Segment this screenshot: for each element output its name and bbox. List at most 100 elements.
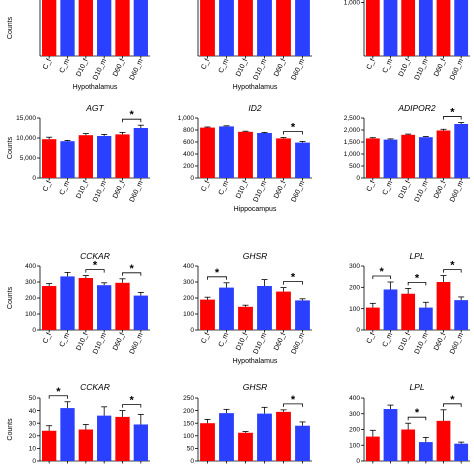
- significance-bracket: [48, 395, 68, 399]
- bar-D60_m: [454, 300, 469, 330]
- x-category-label: D10_f: [235, 180, 249, 200]
- significance-star: *: [415, 407, 420, 419]
- y-tick-label: 300: [25, 279, 36, 286]
- y-tick-label: 200: [183, 408, 194, 415]
- bar-C_f: [365, 138, 380, 178]
- y-tick-label: 30: [29, 420, 37, 427]
- bar-D10_m: [97, 285, 112, 330]
- bar-D10_f: [401, 134, 416, 178]
- y-tick-label: 0: [190, 327, 194, 334]
- x-category-label: C_m: [59, 332, 72, 349]
- y-tick-label: 50: [29, 395, 37, 402]
- x-category-label: D10_f: [398, 332, 412, 352]
- significance-bracket: [407, 282, 427, 286]
- bar-C_m: [60, 276, 75, 330]
- significance-bracket: [372, 275, 391, 279]
- bar-D10_m: [257, 0, 272, 56]
- bar-C_m: [60, 408, 75, 461]
- y-tick-label: 300: [349, 263, 360, 270]
- x-category-label: C_f: [42, 332, 53, 345]
- y-axis-label: Counts: [7, 418, 14, 441]
- x-category-label: D10_m: [92, 180, 108, 204]
- bar-C_f: [365, 307, 380, 330]
- significance-star: *: [130, 263, 135, 275]
- bar-D10_m: [257, 413, 272, 461]
- significance-bracket: [122, 118, 142, 123]
- y-tick-label: 1,000: [178, 115, 195, 122]
- x-category-label: D60_m: [449, 58, 465, 82]
- significance-bracket: [283, 131, 303, 135]
- bar-chart-panel: 0 5,000 10,000 15,000 C_f C_m D10_f D10_m D60_f D…: [7, 103, 150, 203]
- significance-bracket: [283, 281, 303, 285]
- significance-star: *: [415, 272, 420, 284]
- bar-C_m: [219, 413, 234, 461]
- y-tick-label: 5,000: [20, 155, 37, 162]
- bar-D10_f: [78, 0, 93, 57]
- significance-star: *: [215, 267, 220, 279]
- x-category-label: C_f: [42, 180, 53, 193]
- bar-C_f: [200, 127, 215, 178]
- y-tick-label: 400: [183, 263, 194, 270]
- y-tick-label: 10: [29, 446, 37, 453]
- y-tick-label: 2,000: [344, 127, 361, 134]
- significance-star: *: [450, 394, 455, 406]
- x-axis-label: Hippocampus: [234, 206, 277, 213]
- significance-star: *: [291, 122, 296, 134]
- y-tick-label: 1,000: [344, 0, 361, 7]
- gene-title: ADIPOR2: [397, 103, 436, 113]
- x-category-label: C_f: [366, 58, 377, 71]
- significance-bracket: [407, 416, 427, 421]
- bar-D10_f: [401, 0, 416, 57]
- bar-D60_m: [454, 124, 469, 178]
- x-category-label: D60_m: [129, 180, 145, 204]
- x-category-label: D60_m: [129, 332, 145, 356]
- bar-D60_f: [276, 291, 291, 330]
- x-category-label: D10_f: [75, 332, 89, 352]
- significance-bracket: [122, 272, 142, 276]
- x-category-label: C_m: [218, 332, 231, 349]
- x-category-label: D60_f: [433, 58, 447, 78]
- y-tick-label: 50: [187, 446, 195, 453]
- bar-D10_f: [238, 131, 253, 178]
- y-tick-label: 100: [349, 306, 360, 313]
- bar-D60_m: [133, 424, 148, 461]
- significance-star: *: [56, 386, 61, 398]
- y-tick-label: 0: [356, 458, 360, 465]
- gene-title: CCKAR: [80, 382, 110, 392]
- y-tick-label: 0: [32, 327, 36, 334]
- bar-D60_f: [436, 282, 451, 330]
- y-tick-label: 15,000: [16, 115, 36, 122]
- y-tick-label: 0: [190, 175, 194, 182]
- bar-D60_m: [295, 425, 310, 461]
- x-category-label: D10_m: [92, 332, 108, 356]
- bar-C_f: [42, 139, 57, 178]
- y-tick-label: 0: [356, 327, 360, 334]
- x-category-label: D10_f: [398, 180, 412, 200]
- x-category-label: D60_f: [112, 332, 126, 352]
- bar-D10_f: [78, 135, 93, 178]
- bar-D10_m: [97, 415, 112, 461]
- y-tick-label: 400: [183, 151, 194, 158]
- bar-C_f: [200, 0, 215, 56]
- significance-bracket: [443, 269, 462, 273]
- y-tick-label: 800: [183, 127, 194, 134]
- y-tick-label: 600: [183, 139, 194, 146]
- significance-bracket: [443, 403, 462, 407]
- x-category-label: D60_f: [273, 180, 287, 200]
- x-category-label: D60_f: [433, 180, 447, 200]
- y-tick-label: 200: [349, 427, 360, 434]
- significance-star: *: [450, 260, 455, 272]
- y-axis-label: Counts: [7, 136, 14, 159]
- bar-chart-panel: 0 100 200 300 C_f C_m D10_f D10_m D60_f D60_m * * * L…: [349, 251, 470, 355]
- x-category-label: D10_f: [75, 58, 89, 78]
- x-axis-label: Hypothalamus: [233, 84, 278, 91]
- y-tick-label: 200: [25, 295, 36, 302]
- bar-D60_f: [115, 416, 130, 461]
- x-category-label: D10_m: [414, 180, 430, 204]
- bar-C_m: [383, 409, 398, 461]
- x-category-label: D60_m: [449, 180, 465, 204]
- bar-D10_m: [257, 133, 272, 178]
